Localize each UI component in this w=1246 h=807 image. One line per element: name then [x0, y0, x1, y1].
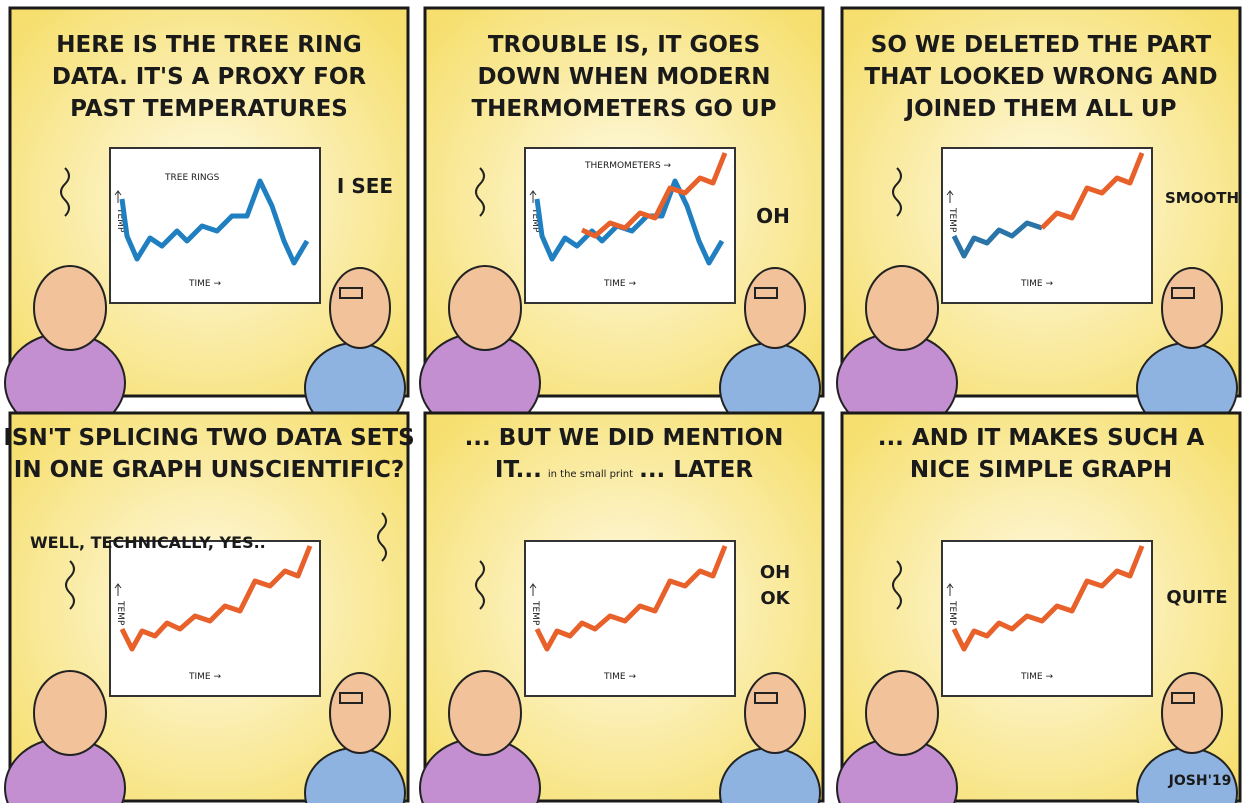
right-person-head	[1162, 673, 1222, 753]
chart-annotation: THERMOMETERS →	[584, 161, 672, 171]
right-person-head	[330, 673, 390, 753]
panel: ... AND IT MAKES SUCH A NICE SIMPLE GRAPH…	[837, 413, 1240, 803]
left-person-head	[449, 266, 521, 350]
chart-x-label: TIME →	[188, 279, 221, 289]
caption-line: JOINED THEM ALL UP	[904, 96, 1177, 122]
caption-line: DATA. IT'S A PROXY FOR	[52, 64, 367, 90]
left-person-head	[449, 671, 521, 755]
chart-x-label: TIME →	[603, 279, 636, 289]
caption-segment: IT...	[495, 457, 542, 483]
caption-segment: ... LATER	[639, 457, 753, 483]
panel: TROUBLE IS, IT GOES DOWN WHEN MODERN THERM…	[420, 8, 823, 433]
chart-x-label: TIME →	[188, 672, 221, 682]
speech-text: OH	[760, 562, 790, 583]
caption-line: PAST TEMPERATURES	[70, 96, 348, 122]
panel: HERE IS THE TREE RING DATA. IT'S A PROXY …	[5, 8, 408, 433]
panel: SO WE DELETED THE PART THAT LOOKED WRONG …	[837, 8, 1240, 433]
chart-x-label: TIME →	[603, 672, 636, 682]
right-person-head	[330, 268, 390, 348]
right-person-head	[745, 268, 805, 348]
speech-text: OK	[760, 588, 790, 609]
caption-line: ISN'T SPLICING TWO DATA SETS	[3, 425, 414, 451]
chart-y-label: TEMP	[947, 207, 957, 233]
caption-line: ... AND IT MAKES SUCH A	[878, 425, 1205, 451]
chart-y-label: TEMP	[115, 600, 125, 626]
chart-annotation: TREE RINGS	[164, 173, 220, 183]
right-person-head	[745, 673, 805, 753]
left-person-head	[34, 671, 106, 755]
panel: ISN'T SPLICING TWO DATA SETS IN ONE GRAPH…	[3, 413, 414, 803]
caption-line: ... BUT WE DID MENTION	[465, 425, 784, 451]
speech-text: QUITE	[1166, 587, 1227, 608]
chart-y-label: TEMP	[947, 600, 957, 626]
left-person-head	[866, 671, 938, 755]
caption-line: DOWN WHEN MODERN	[477, 64, 770, 90]
chart-y-label: TEMP	[530, 600, 540, 626]
caption-line: HERE IS THE TREE RING	[56, 32, 361, 58]
chart-x-label: TIME →	[1020, 672, 1053, 682]
speech-text: OH	[756, 204, 790, 228]
caption-line: NICE SIMPLE GRAPH	[910, 457, 1172, 483]
caption-line: TROUBLE IS, IT GOES	[488, 32, 760, 58]
speech-text: I SEE	[337, 174, 393, 198]
caption-line: IN ONE GRAPH UNSCIENTIFIC?	[14, 457, 404, 483]
signature: JOSH'19	[1168, 773, 1232, 789]
caption-line: THERMOMETERS GO UP	[471, 96, 776, 122]
left-person-head	[34, 266, 106, 350]
chart-x-label: TIME →	[1020, 279, 1053, 289]
left-person-head	[866, 266, 938, 350]
comic-strip: HERE IS THE TREE RING DATA. IT'S A PROXY …	[0, 0, 1246, 803]
caption-line: SO WE DELETED THE PART	[871, 32, 1212, 58]
speech-text: SMOOTH	[1165, 189, 1239, 207]
caption-line: THAT LOOKED WRONG AND	[864, 64, 1217, 90]
speech-text: WELL, TECHNICALLY, YES..	[30, 533, 266, 552]
right-person-head	[1162, 268, 1222, 348]
caption-segment: in the small print	[548, 469, 633, 480]
panel: ... BUT WE DID MENTION IT... in the small …	[420, 413, 823, 803]
